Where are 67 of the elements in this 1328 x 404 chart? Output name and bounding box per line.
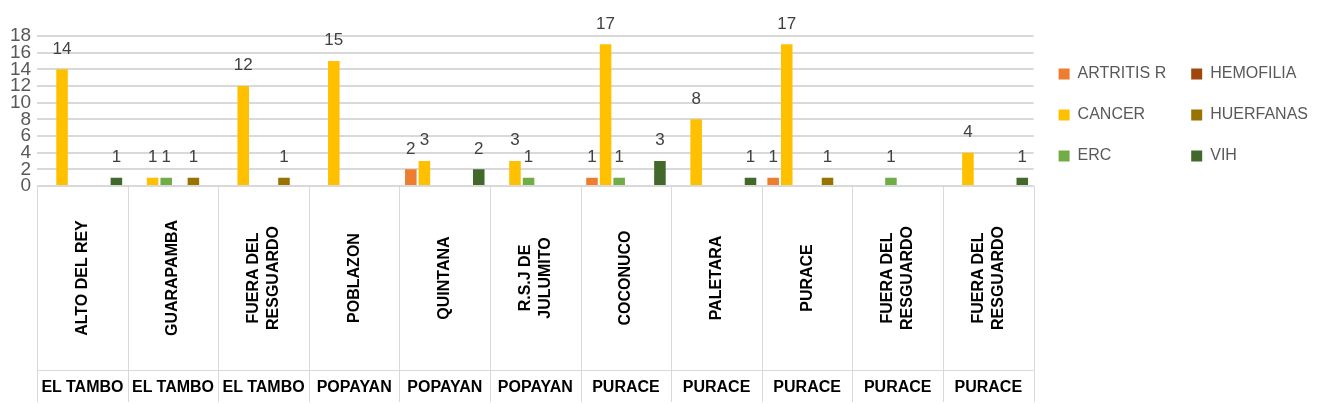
legend-label: ERC <box>1077 146 1112 164</box>
category-label: PALETARA PURACE <box>682 235 751 396</box>
data-label: 1 <box>768 146 778 166</box>
category-label: FUERA DEL RESGUARDO EL TAMBO <box>222 225 305 396</box>
category-label: R.S.J DE JULUMITO POPAYAN <box>497 237 573 396</box>
bar <box>187 177 200 185</box>
data-label: 1 <box>523 146 534 166</box>
bar <box>767 177 779 185</box>
data-label: 1 <box>614 146 624 166</box>
bar <box>885 177 897 185</box>
data-label: 3 <box>655 130 665 150</box>
data-label: 1 <box>822 146 833 166</box>
bar <box>405 169 417 185</box>
data-label: 1 <box>745 146 756 166</box>
legend-label: HEMOFILIA <box>1210 64 1297 82</box>
bar <box>613 177 625 185</box>
data-label: 3 <box>510 130 520 150</box>
data-label: 1 <box>111 146 122 166</box>
bar <box>744 177 757 185</box>
bar <box>522 177 535 185</box>
data-label: 1 <box>279 146 289 166</box>
data-label: 17 <box>777 13 797 33</box>
category-label: ALTO DEL REY EL TAMBO <box>41 220 124 396</box>
data-label: 4 <box>963 121 973 141</box>
bar <box>780 44 793 185</box>
category-label: COCONUCO PURACE <box>592 230 660 396</box>
category-label: QUINTANA POPAYAN <box>407 236 483 396</box>
data-label: 15 <box>324 30 344 50</box>
category-label: POBLAZON POPAYAN <box>316 233 392 396</box>
data-label: 8 <box>691 88 701 108</box>
data-label: 1 <box>886 146 896 166</box>
bar <box>418 161 431 185</box>
category-label: GUARAPAMBA EL TAMBO <box>131 219 215 396</box>
data-label: 12 <box>233 55 253 75</box>
category-label: PURACE PURACE <box>773 244 841 396</box>
data-label: 1 <box>1017 146 1028 166</box>
bar <box>110 177 123 185</box>
bar <box>278 177 290 185</box>
bar <box>586 177 598 185</box>
bar <box>962 152 974 185</box>
bar <box>237 86 249 185</box>
bar <box>509 161 521 185</box>
bar <box>328 61 340 185</box>
bar <box>472 169 485 185</box>
data-label: 3 <box>419 130 430 150</box>
category-label: FUERA DEL RESGUARDO PURACE <box>954 225 1023 396</box>
bar <box>690 119 702 185</box>
data-label: 2 <box>406 138 416 158</box>
legend-label: ARTRITIS R <box>1077 64 1167 82</box>
bar <box>56 69 68 185</box>
data-label: 14 <box>52 38 72 58</box>
bar <box>1016 177 1029 185</box>
data-label: 1 <box>147 146 158 166</box>
bar <box>146 177 159 185</box>
data-label: 1 <box>587 146 597 166</box>
data-label: 17 <box>596 13 616 33</box>
bar <box>599 44 612 185</box>
legend-label: HUERFANAS <box>1210 105 1308 123</box>
data-label: 1 <box>188 146 199 166</box>
bar <box>821 177 834 185</box>
category-label: FUERA DEL RESGUARDO PURACE <box>863 225 932 396</box>
data-label: 1 <box>161 146 171 166</box>
legend-label: CANCER <box>1077 105 1146 123</box>
legend-label: VIH <box>1210 146 1237 164</box>
data-label: 2 <box>474 138 484 158</box>
bar <box>654 161 666 185</box>
bar <box>160 177 172 185</box>
